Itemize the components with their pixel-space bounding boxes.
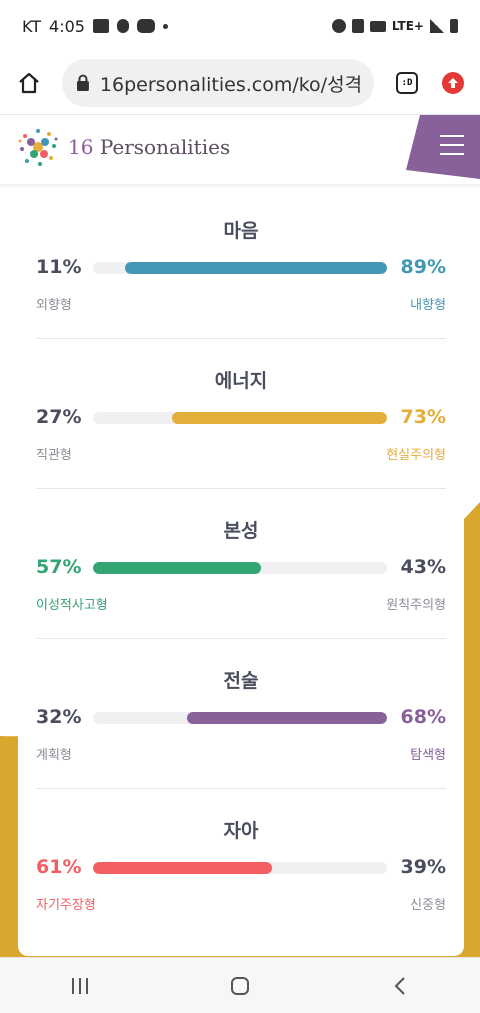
logo-mark-icon bbox=[18, 129, 58, 166]
hamburger-icon bbox=[440, 135, 464, 155]
trait-right-percent: 68% bbox=[400, 706, 446, 728]
trait-divider bbox=[36, 338, 446, 339]
trait-bar-track bbox=[93, 562, 387, 574]
recent-apps-icon bbox=[72, 977, 88, 994]
trait-row: 자아 61% 39% 자기주장형 신중형 bbox=[18, 784, 464, 934]
trait-title: 에너지 bbox=[214, 370, 268, 392]
trait-bar-fill bbox=[187, 712, 387, 724]
trait-right-percent: 73% bbox=[400, 406, 446, 428]
trait-divider bbox=[36, 788, 446, 789]
trait-bar-track bbox=[93, 412, 387, 424]
hd-icon bbox=[369, 20, 386, 32]
home-icon bbox=[231, 976, 249, 995]
network-label: LTE+ bbox=[391, 19, 424, 33]
trait-right-percent: 89% bbox=[400, 256, 446, 278]
notification-icon bbox=[116, 19, 129, 33]
trait-bar-track bbox=[93, 862, 387, 874]
trait-left-percent: 11% bbox=[36, 256, 82, 278]
trait-right-label: 내향형 bbox=[410, 298, 446, 313]
trait-right-label: 신중형 bbox=[410, 898, 446, 913]
trait-left-label: 외향형 bbox=[36, 298, 72, 313]
trait-left-percent: 27% bbox=[36, 406, 82, 428]
site-header: 16 Personalities bbox=[0, 114, 480, 184]
more-notifications-icon bbox=[162, 23, 168, 29]
trait-bar-fill bbox=[93, 862, 272, 874]
home-nav-button[interactable] bbox=[210, 966, 270, 1006]
signal-icon bbox=[430, 19, 444, 33]
tab-switcher-button[interactable]: :D bbox=[396, 72, 418, 94]
trait-bar-track bbox=[93, 262, 387, 274]
trait-right-label: 현실주의형 bbox=[386, 448, 446, 463]
trait-title: 본성 bbox=[223, 520, 259, 542]
trait-left-percent: 61% bbox=[36, 856, 82, 878]
url-field[interactable]: 16personalities.com/ko/성격 bbox=[62, 59, 374, 107]
carrier-label: KT bbox=[22, 16, 42, 36]
trait-left-percent: 32% bbox=[36, 706, 82, 728]
site-logo[interactable]: 16 Personalities bbox=[16, 125, 230, 169]
extension-button[interactable] bbox=[442, 72, 464, 94]
browser-toolbar: 16personalities.com/ko/성격 :D bbox=[0, 52, 480, 114]
trait-right-label: 탐색형 bbox=[410, 748, 446, 763]
back-button[interactable] bbox=[370, 966, 430, 1006]
recent-apps-button[interactable] bbox=[50, 966, 110, 1006]
trait-row: 전술 32% 68% 계획형 탐색형 bbox=[18, 634, 464, 784]
logo-text: 16 Personalities bbox=[68, 135, 231, 159]
trait-right-label: 원칙주의형 bbox=[386, 598, 446, 613]
trait-left-label: 계획형 bbox=[36, 748, 72, 763]
trait-bar-fill bbox=[93, 562, 261, 574]
lock-icon bbox=[76, 74, 89, 91]
trait-left-label: 직관형 bbox=[36, 448, 72, 463]
battery-icon bbox=[450, 19, 458, 33]
trait-right-percent: 43% bbox=[400, 556, 446, 578]
trait-divider bbox=[36, 488, 446, 489]
browser-home-button[interactable] bbox=[12, 66, 46, 100]
trait-left-label: 자기주장형 bbox=[36, 898, 96, 913]
trait-title: 전술 bbox=[223, 670, 259, 692]
gallery-icon bbox=[92, 19, 109, 33]
alarm-icon bbox=[331, 19, 346, 33]
trait-right-percent: 39% bbox=[400, 856, 446, 878]
trait-title: 자아 bbox=[223, 820, 259, 842]
trait-row: 마음 11% 89% 외향형 내향형 bbox=[18, 184, 464, 334]
url-text: 16personalities.com/ko/성격 bbox=[99, 73, 360, 96]
status-bar: KT 4:05 LTE+ bbox=[0, 0, 480, 52]
trait-bar-fill bbox=[125, 262, 387, 274]
trait-divider bbox=[36, 638, 446, 639]
menu-corner-shape bbox=[406, 115, 480, 179]
trait-left-percent: 57% bbox=[36, 556, 82, 578]
trait-bar-track bbox=[93, 712, 387, 724]
trait-row: 본성 57% 43% 이성적사고형 원칙주의형 bbox=[18, 484, 464, 634]
trait-title: 마음 bbox=[223, 220, 259, 242]
menu-button[interactable] bbox=[406, 115, 480, 179]
upload-arrow-icon bbox=[448, 78, 458, 88]
system-nav-bar bbox=[0, 957, 480, 1013]
trait-left-label: 이성적사고형 bbox=[36, 598, 108, 613]
home-icon bbox=[19, 72, 39, 94]
mute-icon bbox=[351, 19, 364, 33]
clock: 4:05 bbox=[49, 16, 85, 36]
trait-bar-fill bbox=[172, 412, 387, 424]
back-icon bbox=[394, 976, 405, 995]
trait-row: 에너지 27% 73% 직관형 현실주의형 bbox=[18, 334, 464, 484]
pay-icon bbox=[136, 19, 155, 33]
